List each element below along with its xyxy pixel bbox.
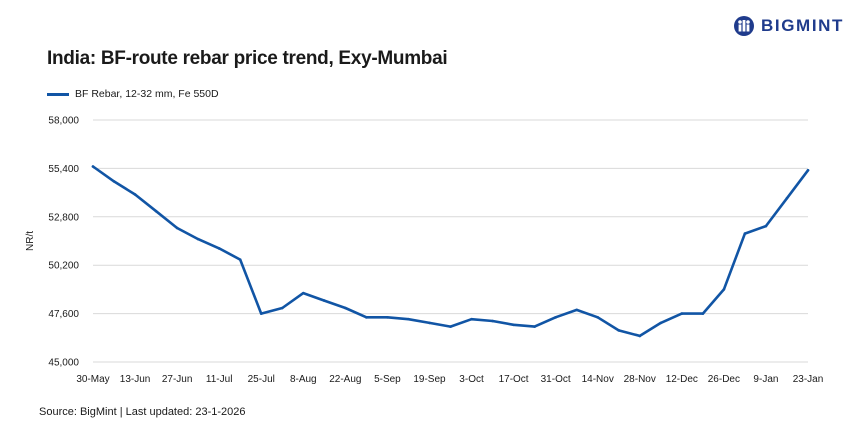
data-point [407,317,410,321]
data-point [722,288,726,291]
data-point [217,247,221,250]
x-axis: 30-May 13-Jun 27-Jun 11-Jul 25-Jul 8-Aug 22-Au… [76,374,823,385]
x-tick-label: 31-Oct [541,374,571,385]
x-tick-label: 8-Aug [290,374,317,385]
data-point [323,299,326,302]
x-tick-label: 14-Nov [582,374,614,385]
data-point [533,325,536,328]
data-point [806,168,810,172]
data-point [596,316,600,319]
data-point [743,232,747,235]
x-tick-label: 28-Nov [624,374,656,385]
y-axis: 45,000 47,600 50,200 52,800 55,400 58,000 [48,116,79,369]
data-point [112,180,116,183]
data-point [175,226,179,230]
legend-label: BF Rebar, 12-32 mm, Fe 550D [75,88,219,100]
x-tick-label: 17-Oct [499,374,529,385]
brand-logo: BIGMINT [733,15,844,37]
data-point [785,196,789,200]
data-point [196,237,200,241]
data-point [491,319,494,323]
x-tick-label: 19-Sep [413,374,446,385]
y-tick-label: 50,200 [48,261,79,272]
legend-swatch [47,92,69,96]
data-point [701,312,705,315]
data-point [617,329,621,332]
data-point [365,316,368,319]
x-tick-label: 26-Dec [708,374,740,385]
x-tick-label: 22-Aug [329,374,361,385]
data-point [428,321,431,325]
x-tick-label: 12-Dec [666,374,698,385]
source-note: Source: BigMint | Last updated: 23-1-202… [39,406,246,418]
data-point [259,312,263,315]
data-point [680,312,684,315]
x-tick-label: 9-Jan [753,374,778,385]
data-point [133,193,137,196]
data-point [386,316,389,319]
x-tick-label: 25-Jul [248,374,275,385]
x-tick-label: 11-Jul [206,374,233,385]
y-tick-label: 45,000 [48,358,79,369]
data-point [344,306,347,310]
y-axis-label: NR/t [25,231,36,251]
data-point [280,306,284,310]
series-group [91,165,810,338]
data-point [659,321,663,325]
x-tick-label: 3-Oct [459,374,484,385]
legend: BF Rebar, 12-32 mm, Fe 550D [47,88,219,100]
y-tick-label: 52,800 [48,212,79,223]
x-tick-label: 23-Jan [793,374,824,385]
y-tick-label: 55,400 [48,164,79,175]
data-point [91,165,95,168]
brand-name: BIGMINT [761,16,844,35]
x-tick-label: 30-May [76,374,109,385]
data-point [301,291,305,295]
x-tick-label: 27-Jun [162,374,193,385]
data-point [449,325,452,328]
data-point [638,334,642,338]
data-point [554,316,557,319]
y-tick-label: 47,600 [48,309,79,320]
series-line [91,165,810,338]
data-point [154,209,158,213]
data-point [470,317,473,321]
chart-title: India: BF-route rebar price trend, Exy-M… [47,48,448,69]
data-point [575,308,578,312]
bigmint-logo-icon [734,16,755,36]
data-point [238,258,242,261]
y-tick-label: 58,000 [48,116,79,127]
data-point [512,323,515,327]
x-tick-label: 5-Sep [374,374,401,385]
x-tick-label: 13-Jun [120,374,151,385]
data-point [764,224,768,228]
